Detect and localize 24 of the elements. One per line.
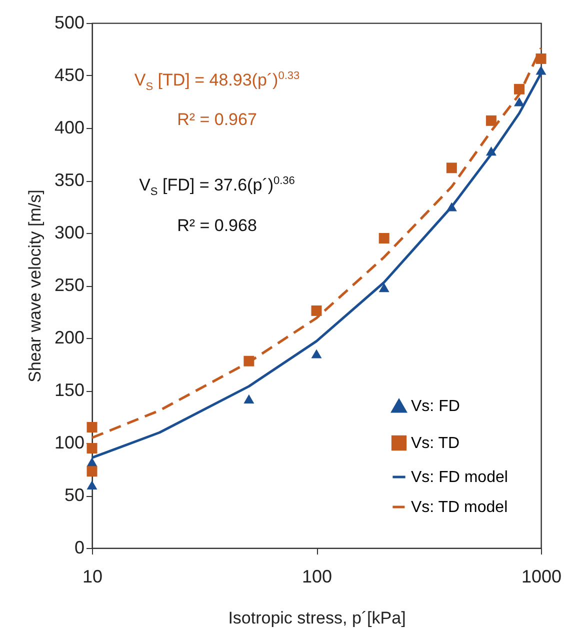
y-axis-title: Shear wave velocity [m/s] [25, 190, 44, 382]
legend-label: Vs: TD [411, 435, 460, 452]
x-tick-label: 100 [302, 566, 332, 586]
y-tick-label: 450 [54, 65, 84, 85]
legend-label: Vs: FD model [411, 469, 508, 486]
y-tick-label: 200 [54, 328, 84, 348]
y-tick-label: 400 [54, 118, 84, 138]
y-tick-label: 300 [54, 222, 84, 242]
x-tick-label: 10 [82, 566, 103, 586]
x-axis-title: Isotropic stress, p´[kPa] [228, 608, 406, 628]
y-tick-label: 350 [54, 170, 84, 190]
y-tick-label: 50 [64, 485, 84, 505]
x-tick-label: 1000 [521, 566, 562, 586]
y-tick-label: 500 [54, 12, 84, 32]
legend-label: Vs: FD [411, 398, 460, 415]
y-tick-label: 150 [54, 380, 84, 400]
y-tick-label: 250 [54, 275, 84, 295]
annotation: R² = 0.968 [177, 216, 257, 236]
y-tick-label: 100 [54, 432, 84, 452]
legend-label: Vs: TD model [411, 499, 508, 516]
annotation: R² = 0.967 [177, 110, 257, 130]
annotation: V$_{S}$ [FD] = 37.6(p´)$^{0.36}$ [139, 175, 295, 198]
y-tick-label: 0 [74, 538, 84, 558]
annotation: V$_{S}$ [TD] = 48.93(p´)$^{0.33}$ [134, 70, 300, 94]
